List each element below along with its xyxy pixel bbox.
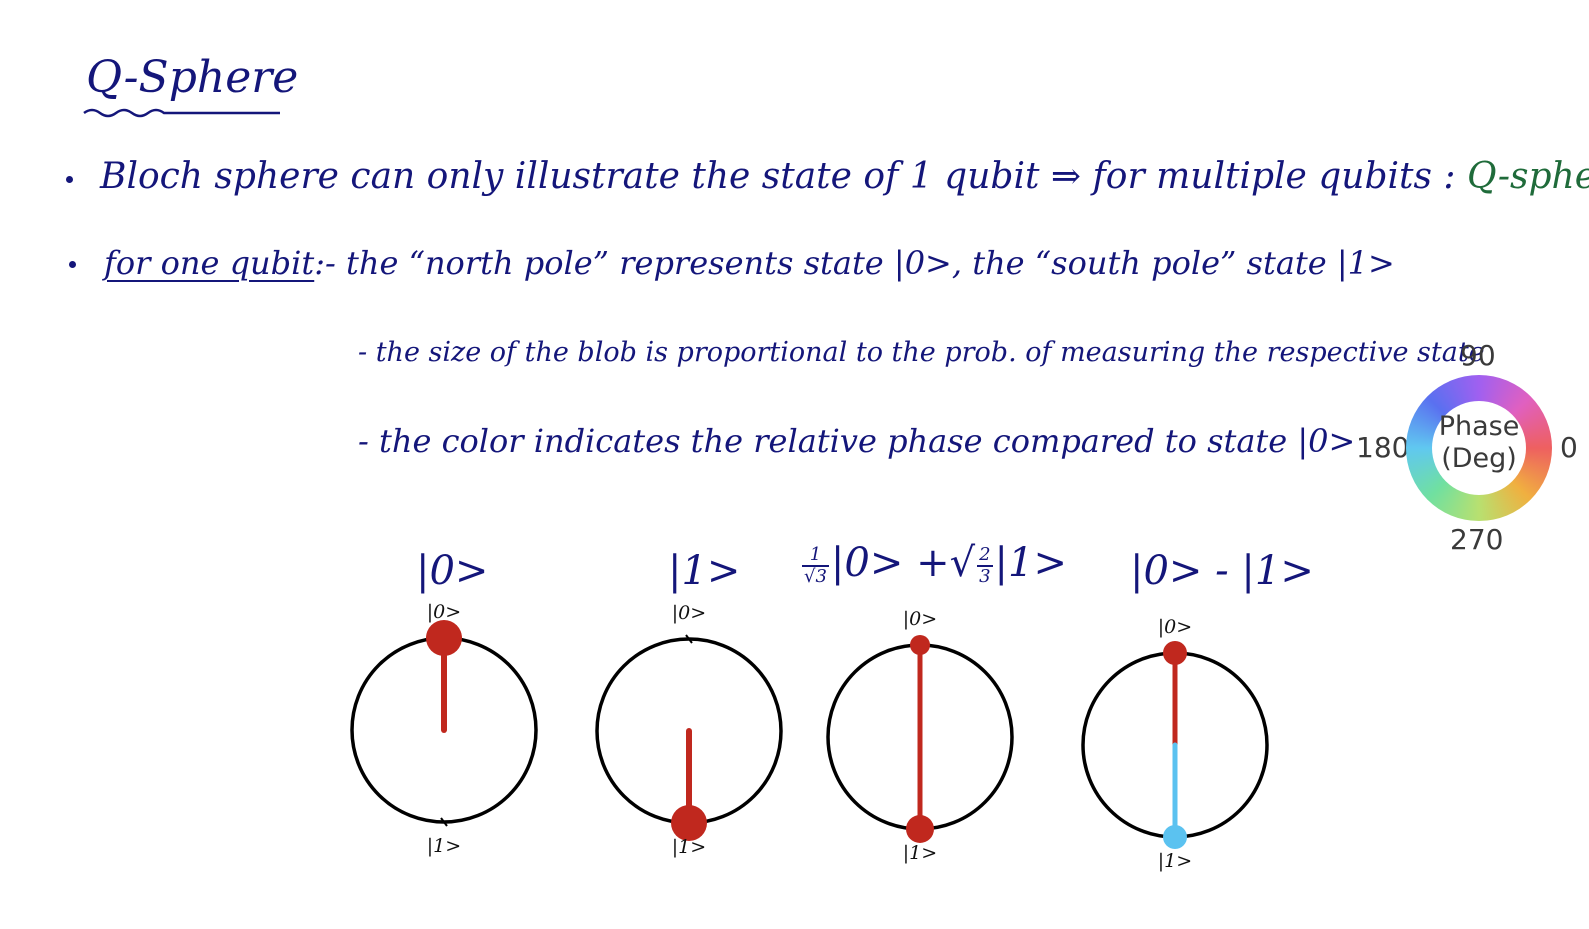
phase-ring-hole <box>1432 401 1526 495</box>
south-pole-tick <box>440 817 448 827</box>
south-probability-blob <box>905 814 935 844</box>
sub-bullet-blob-size: - the size of the blob is proportional t… <box>358 337 1485 368</box>
bullet-dot <box>66 176 73 183</box>
state-label-0: |0> <box>416 548 489 594</box>
phase-center-label: Phase (Deg) <box>1406 411 1552 475</box>
one-qubit-lead: for one qubit <box>104 244 315 282</box>
south-probability-blob <box>671 805 707 841</box>
bullet-one-qubit: for one qubit:- the “north pole” represe… <box>104 244 1395 282</box>
phase-label-270: 270 <box>1450 523 1504 556</box>
state-label-minus: |0> - |1> <box>1130 548 1314 594</box>
sub-bullet-color-phase: - the color indicates the relative phase… <box>358 422 1356 460</box>
fraction-numerator: 2 <box>977 544 993 567</box>
page-title: Q-Sphere <box>86 52 299 103</box>
north-probability-blob <box>910 635 930 655</box>
phase-center-line2: (Deg) <box>1441 443 1517 474</box>
north-pole-label: |0> <box>427 601 461 623</box>
bullet-bloch-sphere: Bloch sphere can only illustrate the sta… <box>100 156 1589 197</box>
bullet-bloch-text: Bloch sphere can only illustrate the sta… <box>100 156 1456 197</box>
south-probability-blob <box>1163 825 1187 849</box>
north-pole-tick <box>685 634 693 644</box>
south-pole-label: |1> <box>672 836 706 858</box>
q-sphere-highlight: Q-sphere <box>1467 156 1589 197</box>
title-wavy-underline <box>83 108 280 118</box>
phase-label-90: 90 <box>1460 339 1496 372</box>
phase-color-ring <box>1406 375 1552 521</box>
north-probability-blob <box>1163 641 1187 665</box>
one-qubit-poles-text: :- the “north pole” represents state |0>… <box>314 244 1395 282</box>
fraction-denominator: 3 <box>979 566 991 587</box>
south-pole-label: |1> <box>1158 850 1192 872</box>
north-pole-label: |0> <box>1158 616 1192 638</box>
fraction-one-over-root3: 1 √3 <box>802 545 829 587</box>
north-pole-label: |0> <box>903 608 937 630</box>
superposition-end: |1> <box>994 540 1067 586</box>
north-probability-blob <box>426 620 462 656</box>
phase-label-180: 180 <box>1356 431 1410 464</box>
south-pole-label: |1> <box>427 835 461 857</box>
fraction-numerator: 1 <box>802 545 829 567</box>
fraction-denominator: √3 <box>804 566 827 587</box>
bullet-dot <box>69 261 76 268</box>
superposition-mid: |0> + <box>830 540 950 586</box>
phase-label-0: 0 <box>1560 431 1578 464</box>
state-label-1: |1> <box>668 548 741 594</box>
phase-color-wheel: 90 180 0 270 Phase (Deg) <box>1350 335 1589 560</box>
south-pole-label: |1> <box>903 842 937 864</box>
phase-center-line1: Phase <box>1438 411 1520 442</box>
fraction-two-thirds: 2 3 <box>977 544 993 587</box>
state-label-superposition: 1 √3 |0> +√ 2 3 |1> <box>802 540 1067 587</box>
north-pole-label: |0> <box>672 602 706 624</box>
